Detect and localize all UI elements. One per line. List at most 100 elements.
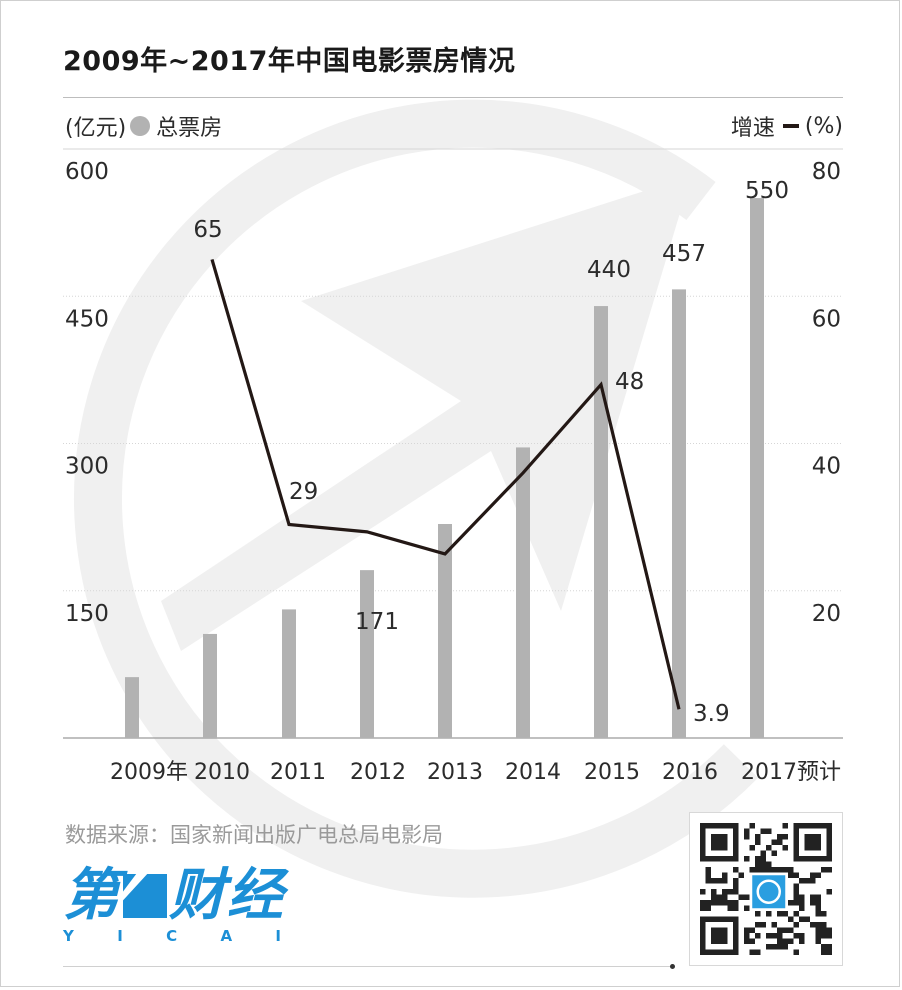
qr-module xyxy=(777,933,783,939)
qr-module xyxy=(815,927,821,933)
line-data-label: 65 xyxy=(193,217,222,243)
qr-module xyxy=(733,900,739,906)
qr-module xyxy=(744,933,750,939)
qr-module xyxy=(722,900,728,906)
qr-module xyxy=(810,878,816,884)
qr-module xyxy=(738,872,744,878)
qr-module xyxy=(705,872,711,878)
bar xyxy=(750,198,764,739)
bar xyxy=(125,677,139,738)
bar xyxy=(672,289,686,738)
bar-data-label: 550 xyxy=(745,178,789,204)
category-label: 2016 xyxy=(662,760,718,785)
qr-module xyxy=(744,938,750,944)
qr-module xyxy=(711,900,717,906)
qr-module xyxy=(705,867,711,873)
legend-right: 增速 (%) xyxy=(731,110,843,142)
right-axis-tick-label: 60 xyxy=(812,306,841,332)
qr-module xyxy=(826,867,832,873)
bar-data-label: 171 xyxy=(355,609,399,635)
qr-module xyxy=(711,889,717,895)
left-axis-tick-label: 150 xyxy=(65,601,109,627)
category-label: 2013 xyxy=(427,760,483,785)
qr-module xyxy=(815,872,821,878)
qr-module xyxy=(760,867,766,873)
qr-module xyxy=(727,905,733,911)
qr-module xyxy=(793,872,799,878)
qr-module xyxy=(749,938,755,944)
qr-module xyxy=(815,922,821,928)
qr-module xyxy=(810,922,816,928)
qr-module xyxy=(782,911,788,917)
bar xyxy=(360,570,374,738)
bar-data-label: 440 xyxy=(587,257,631,283)
qr-module xyxy=(793,949,799,955)
qr-module xyxy=(766,828,772,834)
qr-module xyxy=(777,927,783,933)
qr-module xyxy=(749,823,755,829)
line-legend-swatch xyxy=(782,124,799,128)
qr-module xyxy=(755,867,761,873)
growth-line xyxy=(210,258,681,710)
qr-module xyxy=(793,883,799,889)
qr-module xyxy=(788,927,794,933)
qr-module xyxy=(777,911,783,917)
left-axis-tick-label: 600 xyxy=(65,159,109,185)
qr-module xyxy=(782,845,788,851)
qr-module xyxy=(738,894,744,900)
qr-module xyxy=(727,900,733,906)
qr-module xyxy=(821,922,827,928)
right-axis-tick-label: 20 xyxy=(812,601,841,627)
qr-module xyxy=(744,828,750,834)
qr-module xyxy=(771,944,777,950)
qr-module xyxy=(755,949,761,955)
qr-module xyxy=(760,922,766,928)
yicai-logo-mark-icon xyxy=(123,874,167,918)
right-axis-tick-label: 80 xyxy=(812,159,841,185)
qr-module xyxy=(749,949,755,955)
yicai-logo: 第财经 Y I C A I xyxy=(63,867,295,951)
qr-module xyxy=(733,867,739,873)
right-axis-tick-label: 40 xyxy=(812,454,841,480)
bar xyxy=(282,609,296,738)
qr-module xyxy=(705,905,711,911)
qr-module xyxy=(777,867,783,873)
qr-module xyxy=(821,944,827,950)
qr-module xyxy=(700,905,706,911)
qr-module xyxy=(755,922,761,928)
left-axis-tick-label: 300 xyxy=(65,454,109,480)
qr-module xyxy=(804,878,810,884)
left-axis-unit: (亿元) xyxy=(65,116,127,141)
qr-module xyxy=(821,949,827,955)
legend-left: (亿元) 总票房 xyxy=(65,110,222,142)
qr-module xyxy=(760,856,766,862)
category-label: 2011 xyxy=(270,760,326,785)
qr-module xyxy=(766,933,772,939)
qr-module xyxy=(733,889,739,895)
qr-module xyxy=(722,894,728,900)
footer-divider xyxy=(63,966,673,967)
chart-title: 2009年~2017年中国电影票房情况 xyxy=(63,46,516,77)
qr-module xyxy=(760,828,766,834)
bar-legend-swatch xyxy=(130,116,151,136)
qr-module xyxy=(821,911,827,917)
qr-module xyxy=(716,878,722,884)
title-divider xyxy=(63,97,843,98)
qr-module xyxy=(716,894,722,900)
qr-module xyxy=(799,938,805,944)
qr-module xyxy=(711,894,717,900)
qr-module xyxy=(705,900,711,906)
qr-module xyxy=(782,823,788,829)
qr-module xyxy=(810,894,816,900)
qr-module xyxy=(744,894,750,900)
qr-module xyxy=(821,867,827,873)
qr-module xyxy=(760,861,766,867)
left-axis-tick-label: 450 xyxy=(65,306,109,332)
qr-module xyxy=(760,850,766,856)
qr-module xyxy=(766,944,772,950)
qr-code-icon xyxy=(689,812,843,966)
qr-module xyxy=(826,889,832,895)
line-legend-label: 增速 xyxy=(730,116,775,141)
